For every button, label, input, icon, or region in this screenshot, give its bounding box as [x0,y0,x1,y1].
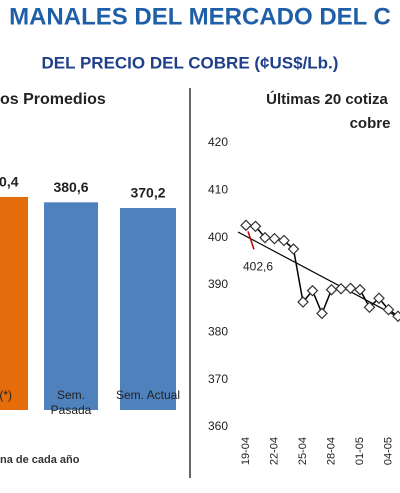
page-subtitle: DEL PRECIO DEL COBRE (¢US$/Lb.) [42,53,339,72]
marker [316,307,328,320]
bar [120,207,176,410]
marker [325,283,338,296]
x-tick-label: s (*) [0,388,12,402]
bar-chart-title: os Promedios [0,91,106,108]
line-chart-title: Últimas 20 cotiza [266,90,388,108]
marker [373,292,385,305]
x-tick-label: 04-05 [382,437,394,465]
x-tick-label: 25-04 [297,437,309,465]
marker [306,284,319,297]
x-tick-label: 19-04 [240,437,252,465]
marker [249,220,262,233]
y-tick-label: 420 [208,135,228,149]
annotation-arrow [247,231,255,250]
y-tick-label: 380 [208,325,228,339]
y-tick-label: 410 [208,183,228,197]
y-tick-label: 390 [208,277,228,291]
value-label: 380,6 [53,179,88,195]
footnote: na de cada año [0,454,80,466]
y-tick-label: 370 [208,372,228,386]
marker [392,310,400,323]
y-tick-label: 360 [208,419,228,433]
page-title: MANALES DEL MERCADO DEL C [9,3,391,30]
x-tick-label: Sem. Actual [115,388,181,402]
marker [344,282,357,295]
x-tick-label: Sem. Pasada [50,388,92,417]
marker [335,282,347,295]
marker [287,243,300,255]
marker [363,301,376,314]
x-tick-label: 22-04 [268,437,280,465]
marker [268,232,281,245]
x-tick-label: 28-04 [325,437,337,465]
bar [0,196,28,410]
marker [240,219,252,232]
line-chart-title: cobre [350,115,391,132]
marker [278,234,290,247]
marker [354,283,366,296]
bar [44,202,98,410]
marker [297,296,309,308]
x-tick-label: 01-05 [354,437,366,465]
annotation: 402,6 [243,260,273,274]
marker [382,303,395,316]
marker [259,231,271,244]
value-label: 370,2 [130,185,165,201]
value-label: 390,4 [0,174,19,190]
y-tick-label: 400 [208,230,228,244]
